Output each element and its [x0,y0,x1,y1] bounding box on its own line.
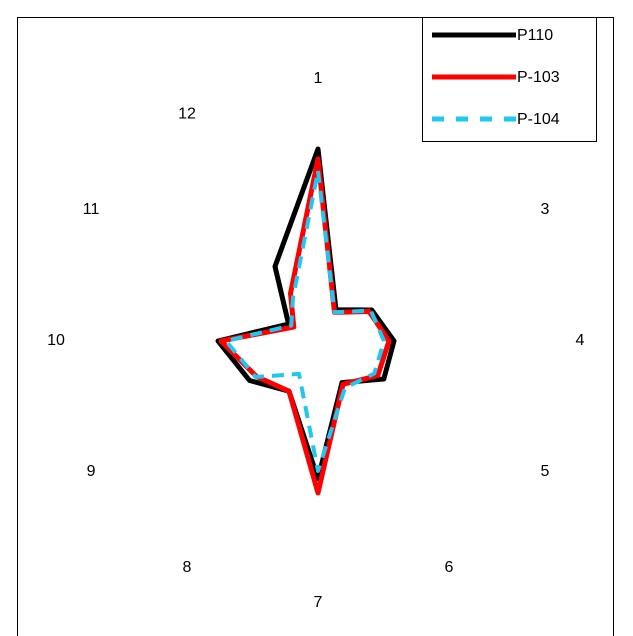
series-line [224,169,386,473]
category-label: 3 [540,201,549,218]
category-label: 1 [314,70,323,87]
legend-label: P110 [517,27,553,44]
category-label: 12 [178,105,196,122]
category-label: 6 [445,559,454,576]
category-label: 5 [540,463,549,480]
legend: P110 P-103 P-104 [422,17,597,142]
category-label: 10 [47,332,65,349]
category-label: 9 [87,463,96,480]
category-label: 7 [314,594,323,611]
category-label: 4 [576,332,585,349]
series-line [218,156,392,496]
series-line [215,146,397,482]
category-label: 8 [183,559,192,576]
legend-label: P-104 [517,111,560,128]
legend-label: P-103 [517,69,560,86]
category-label: 11 [83,201,100,218]
plot-frame [17,17,614,636]
